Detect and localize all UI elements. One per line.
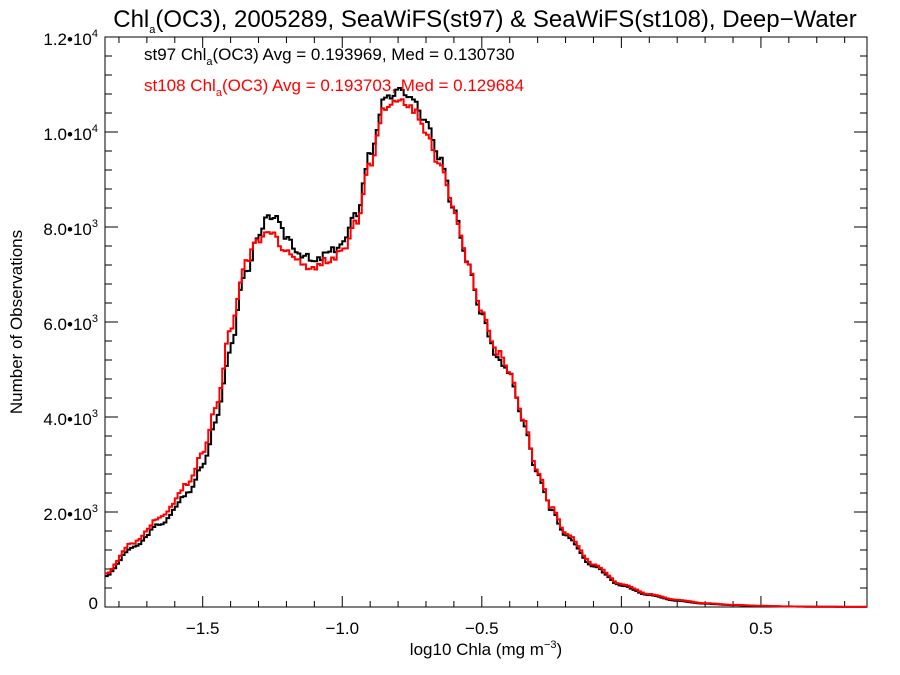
legend-st97-pre: st97 Chl <box>144 45 206 64</box>
legend-entry-st108: st108 Chla(OC3) Avg = 0.193703, Med = 0.… <box>144 76 524 99</box>
x-tick-label: 0.5 <box>749 619 773 638</box>
x-tick-label: −0.5 <box>465 619 499 638</box>
y-tick-label: 2.0•103 <box>43 503 98 524</box>
legend-st108-sub: a <box>216 87 223 99</box>
legend-st97-sub: a <box>206 56 213 68</box>
series-line-st108 <box>105 98 867 608</box>
y-tick-label: 1.0•104 <box>43 123 98 144</box>
chart-title-subscript: a <box>149 24 156 36</box>
y-tick-label: 8.0•103 <box>43 218 98 239</box>
series-layer <box>105 87 867 608</box>
x-axis-ticks: −1.5 −1.0 −0.5 0.0 0.5 <box>118 37 846 638</box>
y-tick-label: 1.2•104 <box>43 28 98 49</box>
x-axis-label: log10 Chla (mg m−3) <box>410 639 562 659</box>
x-axis-label-main: log10 Chla (mg m <box>410 640 544 659</box>
series-line-st97 <box>105 87 867 608</box>
y-axis-ticks: 0 2.0•103 4.0•103 6.0•103 8.0•103 1.0•104 1.2•… <box>43 28 867 613</box>
legend-st108-pre: st108 Chl <box>144 76 216 95</box>
x-axis-label-close: ) <box>557 640 563 659</box>
chart-title-rest: (OC3), 2005289, SeaWiFS(st97) & SeaWiFS(… <box>155 6 856 33</box>
x-tick-label: −1.5 <box>186 619 220 638</box>
legend-st97-post: (OC3) Avg = 0.193969, Med = 0.130730 <box>213 45 515 64</box>
legend-st108-post: (OC3) Avg = 0.193703, Med = 0.129684 <box>222 76 524 95</box>
chart-title: Chla(OC3), 2005289, SeaWiFS(st97) & SeaW… <box>113 6 857 36</box>
plot-frame <box>104 36 868 608</box>
chart-title-main: Chl <box>113 6 149 33</box>
y-tick-label: 6.0•103 <box>43 313 98 334</box>
x-axis-label-sup: −3 <box>544 639 557 651</box>
y-axis-label: Number of Observations <box>7 230 26 414</box>
y-tick-label: 0 <box>89 594 98 613</box>
y-tick-label: 4.0•103 <box>43 408 98 429</box>
legend-entry-st97: st97 Chla(OC3) Avg = 0.193969, Med = 0.1… <box>144 45 515 68</box>
x-tick-label: 0.0 <box>610 619 634 638</box>
x-tick-label: −1.0 <box>325 619 359 638</box>
